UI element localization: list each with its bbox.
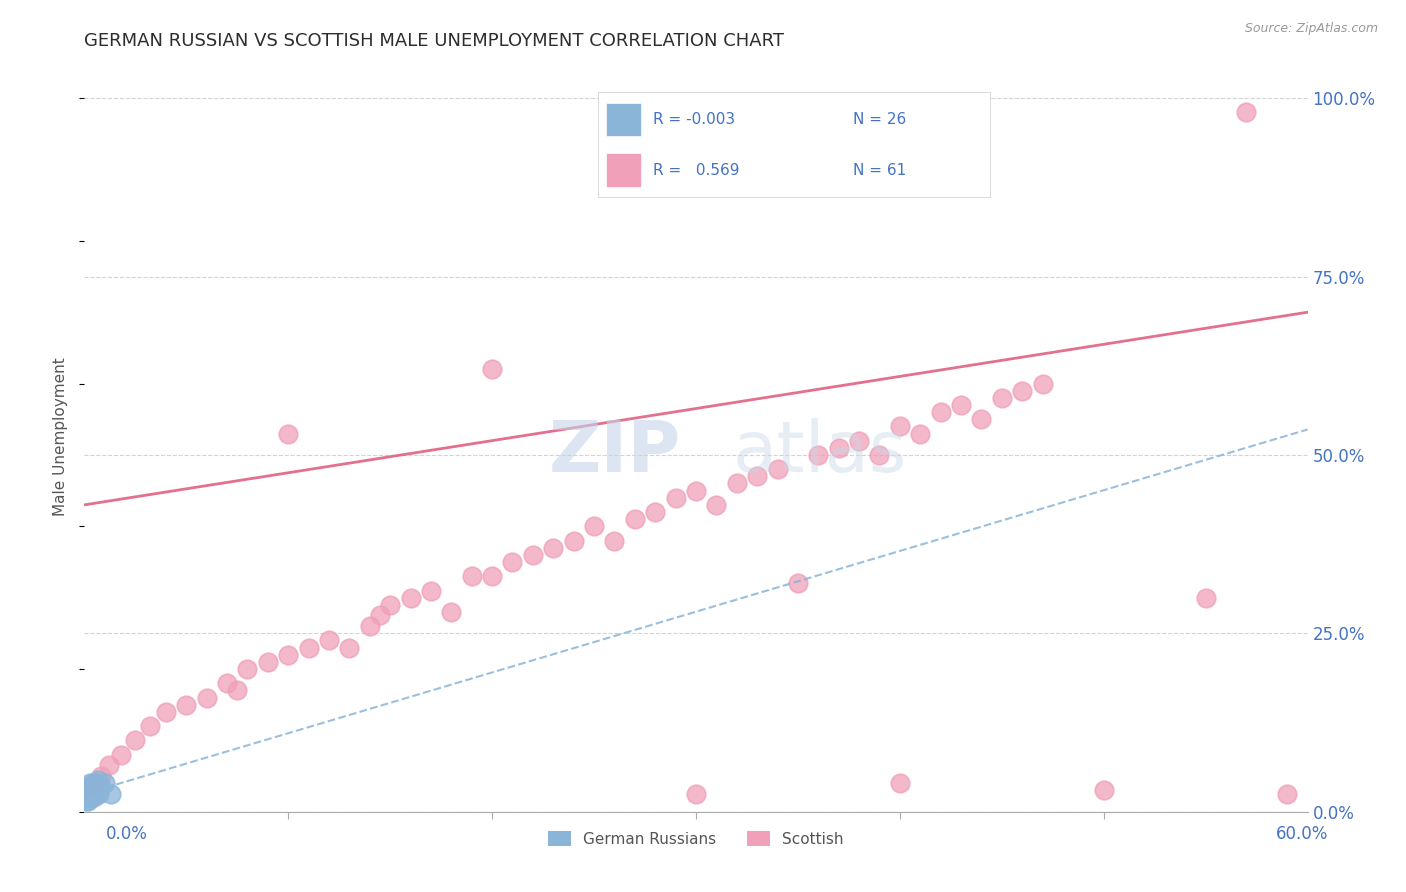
Point (543, 541, 565, 555)
Point (277, 426, 299, 441)
Text: 0.0%: 0.0% (105, 825, 148, 843)
Point (90, 780, 112, 794)
Point (236, 662, 259, 676)
Text: 60.0%: 60.0% (1277, 825, 1329, 843)
Point (461, 569, 484, 583)
Point (83, 783, 105, 797)
Point (195, 690, 218, 705)
Point (90, 769, 112, 783)
Point (79, 790, 101, 805)
Point (359, 619, 381, 633)
Point (124, 733, 146, 747)
Point (368, 608, 391, 623)
Point (440, 605, 463, 619)
Y-axis label: Male Unemployment: Male Unemployment (53, 358, 69, 516)
Point (970, 412, 993, 426)
Text: Source: ZipAtlas.com: Source: ZipAtlas.com (1244, 22, 1378, 36)
Point (766, 462, 789, 476)
Point (685, 483, 707, 498)
Text: GERMAN RUSSIAN VS SCOTTISH MALE UNEMPLOYMENT CORRELATION CHART: GERMAN RUSSIAN VS SCOTTISH MALE UNEMPLOY… (84, 32, 785, 50)
Point (603, 533, 626, 548)
Point (685, 787, 707, 801)
Point (79, 787, 101, 801)
Point (787, 576, 810, 591)
Point (87, 787, 110, 801)
Point (257, 655, 280, 669)
Point (75, 787, 97, 801)
Point (100, 787, 122, 801)
Point (481, 362, 503, 376)
Point (86, 772, 108, 787)
Point (562, 533, 585, 548)
Point (644, 505, 666, 519)
Point (155, 705, 177, 719)
Point (1277, 787, 1299, 801)
Point (217, 676, 239, 690)
Point (522, 548, 544, 562)
Point (76, 780, 98, 794)
Point (82, 776, 104, 790)
Point (138, 719, 160, 733)
Point (380, 598, 402, 612)
Point (502, 555, 524, 569)
Point (174, 698, 197, 712)
Point (83, 780, 105, 794)
Point (82, 783, 104, 797)
Point (583, 519, 606, 533)
Point (79, 780, 101, 794)
Point (1195, 591, 1218, 605)
Point (889, 419, 911, 434)
Point (910, 426, 932, 441)
Point (83, 790, 105, 805)
Point (97, 758, 120, 772)
Point (624, 512, 647, 526)
Point (991, 391, 1014, 405)
Text: atlas: atlas (733, 417, 907, 486)
Point (83, 776, 105, 790)
Point (665, 491, 688, 505)
Point (725, 476, 748, 491)
Point (76, 790, 98, 805)
Legend: German Russians, Scottish: German Russians, Scottish (543, 824, 849, 853)
Point (110, 747, 132, 762)
Point (298, 640, 321, 655)
Point (929, 405, 952, 419)
Point (339, 640, 361, 655)
Point (706, 498, 728, 512)
Point (277, 648, 299, 662)
Point (93, 776, 115, 790)
Point (869, 448, 891, 462)
Point (226, 683, 249, 698)
Point (747, 469, 769, 483)
Point (84, 787, 107, 801)
Point (1236, 105, 1258, 120)
Text: ZIP: ZIP (550, 417, 682, 486)
Point (75, 794, 97, 808)
Point (82, 787, 104, 801)
Point (77, 783, 100, 797)
Point (77, 794, 100, 808)
Point (1011, 384, 1033, 398)
Point (420, 583, 443, 598)
Point (399, 591, 422, 605)
Point (75, 783, 97, 797)
Point (889, 776, 911, 790)
Point (828, 441, 851, 455)
Point (80, 790, 103, 805)
Point (77, 787, 100, 801)
Point (79, 776, 101, 790)
Point (481, 569, 503, 583)
Point (848, 434, 870, 448)
Point (86, 783, 108, 797)
Point (950, 398, 973, 412)
Point (80, 780, 103, 794)
Point (1092, 783, 1115, 797)
Point (318, 633, 340, 648)
Point (1032, 376, 1054, 391)
Point (807, 448, 830, 462)
